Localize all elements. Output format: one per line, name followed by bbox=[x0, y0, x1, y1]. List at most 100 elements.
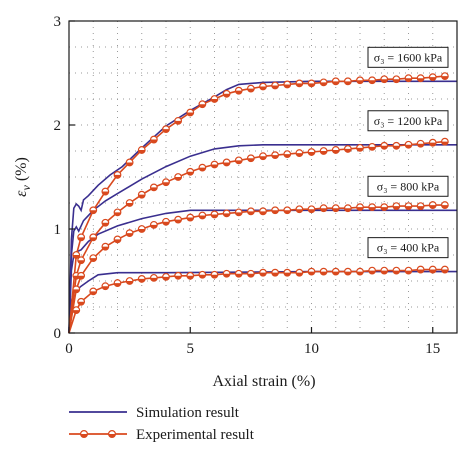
experimental-marker bbox=[271, 206, 280, 215]
experimental-marker bbox=[77, 271, 86, 280]
experimental-marker bbox=[234, 86, 243, 95]
experimental-marker bbox=[259, 152, 267, 161]
experimental-marker bbox=[125, 158, 134, 167]
experimental-marker bbox=[368, 266, 377, 275]
stress-annotation: σ₃ = 1200 kPa bbox=[367, 110, 449, 132]
experimental-marker bbox=[89, 206, 98, 215]
experimental-marker bbox=[125, 277, 134, 285]
stress-annotation: σ₃ = 1600 kPa bbox=[367, 46, 449, 68]
experimental-marker bbox=[319, 147, 328, 155]
experimental-marker bbox=[356, 267, 364, 276]
experimental-marker bbox=[259, 268, 267, 277]
experimental-marker bbox=[271, 81, 280, 90]
experimental-marker bbox=[295, 268, 304, 277]
stress-annotation: σ₃ = 400 kPa bbox=[367, 237, 449, 259]
experimental-marker bbox=[440, 201, 449, 209]
experimental-marker bbox=[234, 269, 243, 278]
experimental-marker bbox=[113, 279, 122, 287]
plot-border bbox=[68, 20, 458, 334]
experimental-marker bbox=[271, 268, 280, 277]
experimental-marker bbox=[125, 199, 134, 207]
experimental-marker bbox=[222, 89, 231, 98]
experimental-line-8 bbox=[68, 268, 445, 334]
stress-annotation: σ₃ = 800 kPa bbox=[367, 175, 449, 197]
experimental-marker bbox=[295, 149, 304, 157]
experimental-marker bbox=[210, 210, 219, 219]
experimental-marker bbox=[77, 297, 86, 306]
experimental-marker bbox=[113, 208, 122, 217]
x-tick-label: 0 bbox=[65, 341, 73, 357]
experimental-marker bbox=[149, 220, 158, 229]
experimental-marker bbox=[404, 202, 413, 211]
y-tick-label: 3 bbox=[54, 14, 62, 30]
experimental-marker bbox=[392, 202, 401, 211]
experimental-marker bbox=[101, 282, 110, 291]
experimental-marker bbox=[77, 233, 86, 242]
experimental-marker bbox=[307, 205, 316, 214]
experimental-marker bbox=[162, 217, 170, 226]
plot-frame bbox=[68, 20, 458, 334]
experimental-marker bbox=[368, 203, 377, 212]
experimental-marker bbox=[343, 204, 352, 213]
x-axis-title: Axial strain (%) bbox=[212, 373, 315, 390]
experimental-marker bbox=[222, 209, 231, 218]
annotation-box bbox=[367, 46, 449, 68]
experimental-marker bbox=[428, 265, 437, 274]
experimental-marker bbox=[198, 163, 207, 172]
experimental-marker bbox=[440, 137, 449, 146]
experimental-marker bbox=[89, 287, 98, 296]
y-axis-title: εv (%) bbox=[13, 157, 33, 197]
experimental-marker bbox=[198, 270, 207, 279]
experimental-marker bbox=[210, 270, 219, 279]
experimental-marker bbox=[162, 125, 170, 134]
experimental-marker bbox=[162, 178, 170, 187]
experimental-marker bbox=[416, 202, 425, 211]
experimental-marker bbox=[101, 187, 110, 196]
experimental-marker bbox=[137, 225, 146, 233]
y-tick-label: 2 bbox=[54, 118, 62, 134]
experimental-marker bbox=[307, 79, 316, 88]
experimental-marker bbox=[356, 143, 364, 152]
experimental-marker bbox=[331, 267, 340, 276]
experimental-marker bbox=[125, 229, 134, 238]
annotation-label: σ₃ = 800 kPa bbox=[377, 179, 440, 193]
experimental-marker bbox=[283, 268, 292, 277]
experimental-marker bbox=[222, 269, 231, 278]
experimental-marker bbox=[331, 204, 340, 213]
simulation-line-2 bbox=[68, 144, 457, 334]
experimental-marker bbox=[222, 158, 231, 167]
x-tick-label: 5 bbox=[187, 341, 195, 357]
experimental-marker bbox=[174, 173, 183, 181]
experimental-marker bbox=[416, 265, 425, 274]
experimental-marker bbox=[246, 154, 255, 163]
experimental-marker bbox=[259, 82, 267, 91]
experimental-marker bbox=[356, 203, 364, 212]
y-tick-label: 0 bbox=[54, 326, 62, 342]
legend-entry-1: Simulation result bbox=[69, 405, 240, 421]
experimental-marker bbox=[343, 77, 352, 86]
experimental-marker bbox=[137, 275, 146, 283]
experimental-marker bbox=[380, 266, 389, 275]
experimental-marker bbox=[72, 285, 81, 294]
tick-labels: 0 5 10 15 0 1 2 3 bbox=[54, 14, 441, 357]
experimental-marker bbox=[246, 84, 255, 93]
experimental-marker bbox=[283, 80, 292, 89]
experimental-marker bbox=[174, 116, 183, 125]
experimental-marker bbox=[428, 138, 437, 147]
experimental-marker bbox=[186, 167, 195, 176]
experimental-marker bbox=[307, 148, 316, 156]
legend: Simulation result Experimental result bbox=[69, 405, 255, 443]
experimental-marker bbox=[331, 146, 340, 154]
experimental-marker bbox=[380, 141, 389, 150]
experimental-marker bbox=[72, 251, 81, 259]
experimental-marker bbox=[319, 78, 328, 87]
experimental-marker bbox=[368, 76, 377, 85]
experimental-marker bbox=[113, 171, 122, 179]
experimental-marker bbox=[149, 135, 158, 144]
experimental-marker bbox=[283, 150, 292, 159]
experimental-marker bbox=[416, 139, 425, 148]
annotation-box bbox=[367, 110, 449, 132]
experimental-marker bbox=[295, 205, 304, 214]
annotation-box bbox=[367, 175, 449, 197]
experimental-marker bbox=[210, 160, 219, 169]
